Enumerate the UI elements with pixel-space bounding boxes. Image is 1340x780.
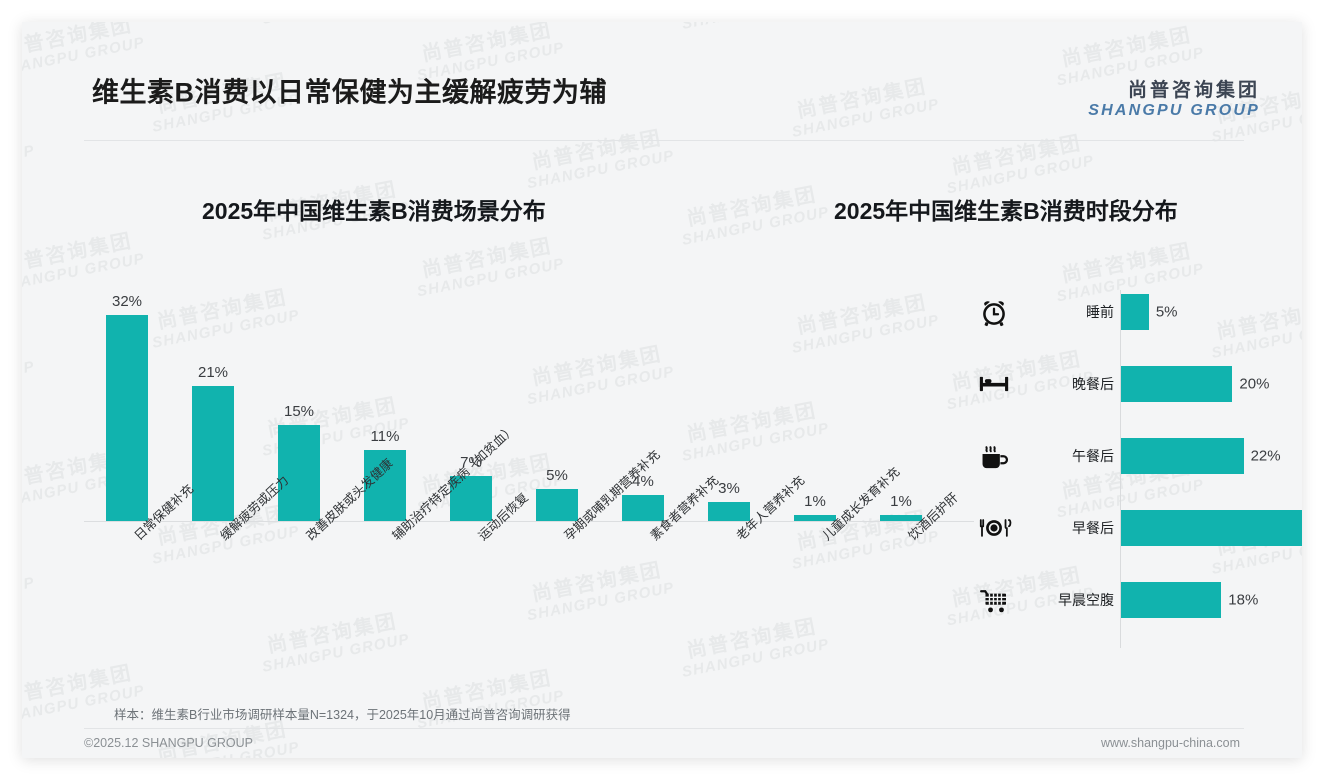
bar-value-label: 5% <box>546 466 568 484</box>
time-slot-row: 午餐后 22% <box>962 434 1292 478</box>
shopping-cart-icon <box>974 580 1014 620</box>
bar-value-label: 15% <box>283 402 315 420</box>
horizontal-chart-axis <box>1120 290 1121 648</box>
bar-column: 21% <box>192 360 234 521</box>
bar <box>1121 438 1244 474</box>
time-slot-label: 睡前 <box>1086 304 1114 320</box>
bar <box>1121 582 1222 618</box>
website-text: www.shangpu-china.com <box>1101 736 1240 750</box>
bed-icon <box>974 364 1014 404</box>
time-slot-label: 早餐后 <box>1072 520 1114 536</box>
bar-column: 4% <box>622 469 664 521</box>
bar <box>106 315 148 521</box>
time-slot-label: 晚餐后 <box>1072 376 1114 392</box>
consumption-scenario-bar-chart: 32% 日常保健补充 21% 缓解疲劳或压力 15% 改善皮肤或头发健康 11% 辅助治疗特定… <box>84 272 974 543</box>
bar-value-label: 32% <box>111 293 143 311</box>
time-slot-row: 早晨空腹 18% <box>962 578 1292 622</box>
bar-value-label: 5% <box>1155 303 1178 321</box>
time-slot-row: 晚餐后 20% <box>962 362 1292 406</box>
logo-chinese-text: 尚普咨询集团 <box>1127 80 1260 101</box>
alarm-clock-icon <box>974 292 1014 332</box>
time-slot-label: 早晨空腹 <box>1058 592 1114 608</box>
time-slot-row: 睡前 5% <box>962 290 1292 334</box>
bar-value-label: 21% <box>197 364 229 381</box>
slide-header: 维生素B消费以日常保健为主缓解疲劳为辅 尚普咨询集团 SHANGPU GROUP <box>22 22 1302 120</box>
bar <box>794 514 836 521</box>
footer-divider <box>84 728 1244 729</box>
bar-column: 1% <box>794 489 836 521</box>
plate-cutlery-icon <box>974 508 1014 548</box>
source-note: 样本：维生素B行业市场调研样本量N=1324，于2025年10月通过尚普咨询调研… <box>114 708 571 722</box>
brand-logo: 尚普咨询集团 SHANGPU GROUP <box>1088 80 1260 120</box>
bar-value-label: 1% <box>804 492 826 510</box>
time-slot-row: 早餐后35% <box>962 506 1302 550</box>
bar <box>364 450 406 521</box>
logo-english-text: SHANGPU GROUP <box>1088 101 1260 119</box>
time-slot-label: 午餐后 <box>1072 448 1114 464</box>
bar-value-label: 11% <box>370 428 400 446</box>
bar <box>450 476 492 521</box>
page-title: 维生素B消费以日常保健为主缓解疲劳为辅 <box>92 77 607 108</box>
header-divider <box>84 140 1244 141</box>
bar <box>622 495 664 521</box>
vertical-chart-axis <box>84 521 974 522</box>
bar-value-label: 1% <box>890 492 912 510</box>
bar <box>880 514 922 521</box>
bar-column: 3% <box>708 476 750 521</box>
bar-value-label: 4% <box>632 473 654 491</box>
bar <box>278 424 320 521</box>
bar <box>536 488 578 521</box>
bar-value-label: 20% <box>1239 375 1270 393</box>
bar-column: 7% <box>450 450 492 521</box>
bar-value-label: 22% <box>1250 447 1281 465</box>
chart-title-right: 2025年中国维生素B消费时段分布 <box>834 198 1178 224</box>
bar <box>1121 510 1302 546</box>
chart-title-left: 2025年中国维生素B消费场景分布 <box>202 198 546 224</box>
bar-value-label: 18% <box>1228 591 1259 609</box>
bar <box>1121 366 1233 402</box>
bar-column: 5% <box>536 463 578 521</box>
bar-column: 11% <box>364 424 406 521</box>
consumption-time-bar-chart: 睡前 5% 晚餐后 20% 午餐后 22% 早餐后35% 早晨空腹 18% <box>962 284 1302 654</box>
bar <box>1121 294 1149 330</box>
bar <box>708 501 750 521</box>
bar-column: 32% <box>106 289 148 521</box>
bar-column: 1% <box>880 489 922 521</box>
bar-column: 15% <box>278 399 320 521</box>
bar <box>192 386 234 521</box>
bar-value-label: 3% <box>718 479 740 497</box>
coffee-mug-icon <box>974 436 1014 476</box>
bar-value-label: 7% <box>460 454 482 471</box>
copyright-text: ©2025.12 SHANGPU GROUP <box>84 736 253 750</box>
